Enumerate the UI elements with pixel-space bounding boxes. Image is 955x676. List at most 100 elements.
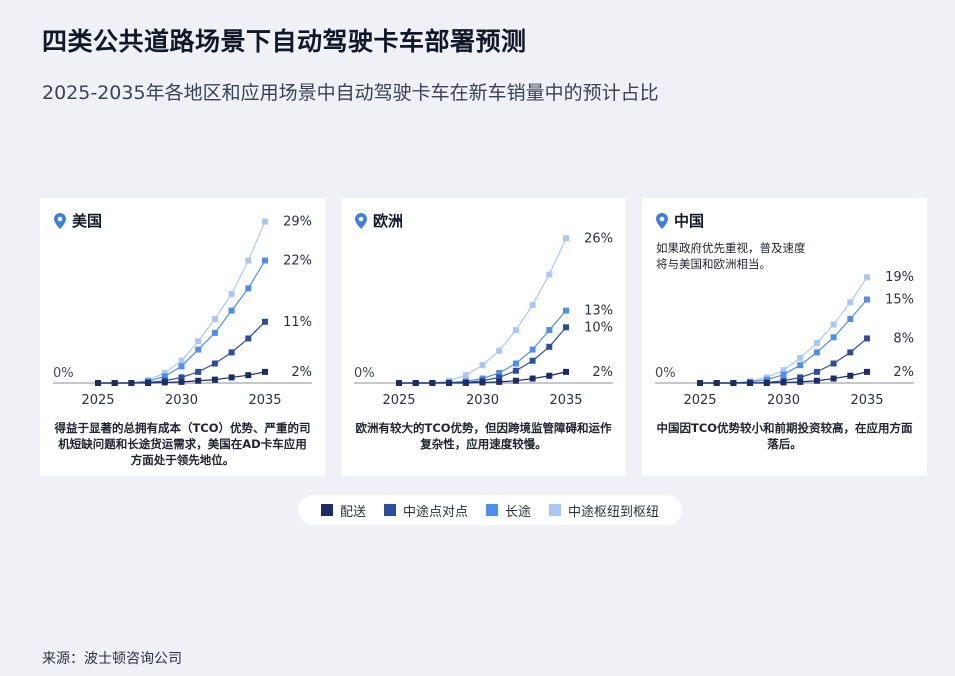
- data-point-midmile-hub: [847, 299, 854, 306]
- chart-note: 欧洲有较大的TCO优势，但因跨境监管障碍和运作复杂性，应用速度较慢。: [355, 421, 612, 451]
- location-pin-icon: [355, 212, 367, 229]
- data-point-midmile-hub: [864, 274, 870, 281]
- data-point-midmile-p2p: [496, 374, 503, 381]
- data-point-midmile-p2p: [546, 343, 553, 350]
- data-point-long-haul: [211, 329, 218, 336]
- line-chart: 0% 2025 2030 2035 2% 8% 15% 19%: [655, 270, 914, 408]
- data-point-delivery: [730, 380, 737, 386]
- x-tick-label: 2030: [767, 393, 800, 408]
- end-value-label: 19%: [885, 270, 914, 285]
- data-point-long-haul: [563, 307, 569, 314]
- page-title: 四类公共道路场景下自动驾驶卡车部署预测: [42, 27, 527, 56]
- data-point-long-haul: [780, 371, 787, 378]
- data-point-delivery: [429, 380, 436, 386]
- location-pin-icon: [656, 212, 668, 229]
- data-point-midmile-p2p: [195, 368, 202, 375]
- page-subtitle: 2025-2035年各地区和应用场景中自动驾驶卡车在新车销量中的预计占比: [42, 82, 659, 104]
- data-point-delivery: [496, 378, 503, 385]
- x-tick-label: 2030: [466, 393, 499, 408]
- data-point-midmile-hub: [563, 235, 569, 242]
- zero-label: 0%: [354, 366, 375, 381]
- legend-swatch: [486, 504, 498, 516]
- data-point-midmile-hub: [211, 315, 218, 322]
- data-point-midmile-hub: [496, 347, 503, 354]
- legend-item: 长途: [486, 501, 531, 520]
- data-point-delivery: [780, 379, 787, 386]
- series-line-long-haul: [399, 310, 567, 384]
- legend-item: 配送: [320, 501, 366, 520]
- chart-panel-europe: 欧洲 0% 2025 2030 2035 2% 10% 13% 26% 欧洲有较大的TCO优势…: [341, 198, 626, 476]
- end-value-label: 2%: [592, 365, 613, 380]
- data-point-delivery: [847, 372, 854, 379]
- end-value-label: 29%: [283, 215, 312, 230]
- data-point-delivery: [747, 380, 754, 386]
- data-point-long-haul: [864, 296, 870, 303]
- data-point-long-haul: [512, 360, 519, 367]
- end-value-label: 11%: [283, 315, 312, 330]
- x-tick-label: 2025: [382, 393, 415, 408]
- data-point-midmile-p2p: [228, 349, 235, 356]
- data-point-long-haul: [546, 327, 553, 334]
- data-point-midmile-hub: [245, 257, 252, 264]
- data-point-midmile-hub: [462, 372, 469, 379]
- panel-header: 欧洲: [355, 210, 403, 231]
- data-point-midmile-hub: [512, 327, 519, 334]
- data-point-delivery: [546, 372, 553, 379]
- data-point-midmile-hub: [262, 218, 268, 225]
- data-point-midmile-p2p: [813, 368, 820, 375]
- data-point-long-haul: [847, 315, 854, 322]
- data-point-delivery: [262, 368, 268, 375]
- legend-label: 配送: [339, 504, 366, 520]
- data-point-midmile-hub: [228, 290, 235, 297]
- x-tick-label: 2035: [549, 393, 582, 408]
- x-tick-label: 2030: [165, 393, 198, 408]
- data-point-delivery: [529, 375, 536, 382]
- data-point-delivery: [195, 377, 202, 384]
- legend-item: 中途枢纽到枢纽: [549, 501, 659, 520]
- data-point-midmile-hub: [830, 321, 837, 328]
- data-point-delivery: [713, 380, 720, 386]
- data-point-long-haul: [245, 285, 252, 292]
- data-point-delivery: [563, 368, 569, 375]
- zero-label: 0%: [53, 366, 74, 381]
- series-line-midmile-p2p: [399, 326, 567, 384]
- data-point-midmile-p2p: [797, 374, 804, 381]
- chart-panel-china: 中国 0% 2025 2030 2035 2% 8% 15% 19% 如果政府优先重视，普及速…: [642, 198, 927, 476]
- legend-item: 中途点对点: [383, 501, 468, 520]
- data-point-midmile-hub: [529, 302, 536, 309]
- data-point-delivery: [412, 380, 419, 386]
- end-value-label: 8%: [893, 331, 914, 346]
- legend-label: 中途点对点: [402, 504, 468, 520]
- data-point-midmile-hub: [178, 357, 185, 364]
- data-point-delivery: [512, 377, 519, 384]
- data-point-long-haul: [496, 369, 503, 376]
- series-line-midmile-hub: [399, 238, 567, 384]
- data-point-long-haul: [813, 349, 820, 356]
- data-point-delivery: [396, 380, 402, 386]
- chart-note: 得益于显著的总拥有成本（TCO）优势、严重的司机短缺问题和长途货运需求，美国在A…: [54, 421, 311, 467]
- data-point-long-haul: [228, 307, 235, 314]
- region-name: 美国: [72, 212, 103, 230]
- data-point-delivery: [178, 378, 185, 385]
- data-point-delivery: [111, 380, 118, 386]
- region-name: 中国: [674, 212, 705, 230]
- series-line-midmile-p2p: [98, 321, 266, 384]
- data-point-midmile-hub: [813, 339, 820, 346]
- data-point-midmile-p2p: [847, 349, 854, 356]
- data-point-midmile-p2p: [512, 367, 519, 374]
- data-point-delivery: [697, 380, 703, 386]
- series-line-midmile-hub: [700, 276, 868, 384]
- zero-label: 0%: [655, 366, 676, 381]
- line-chart: 0% 2025 2030 2035 2% 11% 22% 29%: [53, 215, 312, 408]
- legend-swatch: [549, 504, 562, 516]
- data-point-midmile-hub: [780, 367, 787, 374]
- chart-legend: 配送 中途点对点 长途 中途枢纽到枢纽: [298, 495, 682, 525]
- data-point-long-haul: [195, 346, 202, 353]
- data-point-delivery: [864, 368, 870, 375]
- x-tick-label: 2035: [248, 393, 281, 408]
- x-tick-label: 2025: [683, 393, 716, 408]
- data-point-delivery: [479, 379, 486, 386]
- end-value-label: 22%: [283, 254, 312, 269]
- chart-note: 中国因TCO优势较小和前期投资较高，在应用方面落后。: [656, 421, 913, 451]
- data-point-delivery: [446, 380, 453, 386]
